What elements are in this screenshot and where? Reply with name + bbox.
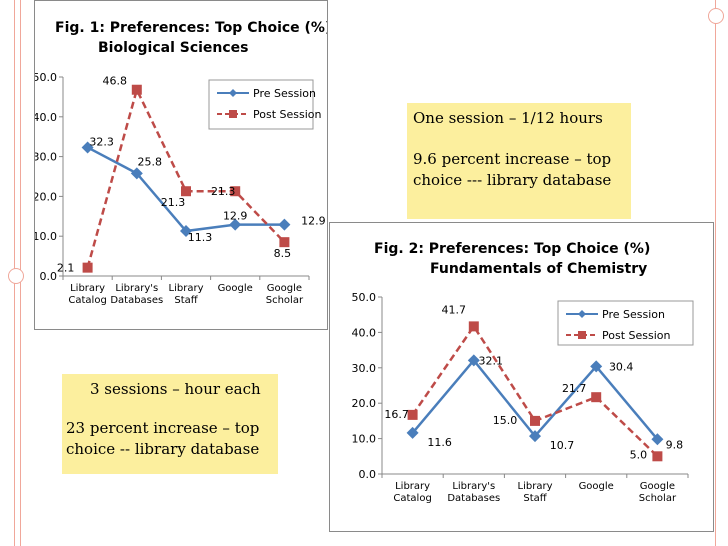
frame-line-right <box>715 0 716 546</box>
c2-marker-post <box>530 415 540 426</box>
c2-x-label: Library <box>395 481 430 492</box>
c2-data-label: 5.0 <box>630 448 648 461</box>
c1-data-label: 8.5 <box>274 247 292 260</box>
chart-fundamentals-chemistry: Fig. 2: Preferences: Top Choice (%) Fund… <box>329 222 714 532</box>
c1-data-label: 21.3 <box>211 185 236 198</box>
c1-data-label: 32.3 <box>89 135 114 148</box>
c1-x-label: Catalog <box>68 295 106 306</box>
c2-marker-pre <box>590 360 603 373</box>
c1-y-tick-label: 50.0 <box>35 71 57 84</box>
note-one-session: One session – 1/12 hours 9.6 percent inc… <box>407 103 631 219</box>
c2-legend-marker <box>578 310 586 318</box>
c1-marker-post <box>131 84 142 95</box>
c1-legend-box <box>208 79 314 130</box>
chart-1-svg: Fig. 1: Preferences: Top Choice (%) Biol… <box>35 20 327 306</box>
c1-y-tick-label: 30.0 <box>35 151 57 164</box>
c1-x-label: Scholar <box>266 295 304 306</box>
c2-data-label: 21.7 <box>562 382 587 395</box>
c2-marker-post <box>468 321 479 332</box>
c1-data-label: 12.9 <box>223 210 248 223</box>
c2-x-label: Library <box>518 481 553 492</box>
c2-data-label: 16.7 <box>384 408 409 421</box>
frame-circle-left <box>8 268 24 284</box>
c2-x-label: Databases <box>447 493 500 504</box>
c2-y-tick-label: 50.0 <box>352 291 377 304</box>
c1-marker-pre <box>130 167 143 180</box>
c2-y-tick-label: 20.0 <box>352 397 377 410</box>
note-2-line1: 3 sessions – hour each <box>90 380 261 398</box>
chart-1-subtitle: Biological Sciences <box>98 40 249 56</box>
c1-marker-pre <box>278 218 291 231</box>
note-three-sessions: 3 sessions – hour each 23 percent increa… <box>62 374 278 474</box>
frame-circle-right <box>708 8 724 24</box>
chart-2-subtitle: Fundamentals of Chemistry <box>430 261 647 277</box>
chart-1-title: Fig. 1: Preferences: Top Choice (%) <box>55 20 327 36</box>
c2-marker-pre <box>529 430 541 443</box>
c1-x-label: Databases <box>110 295 163 306</box>
c1-marker-post <box>279 237 290 248</box>
c2-y-tick-label: 10.0 <box>352 433 377 446</box>
c2-data-label: 41.7 <box>442 303 467 316</box>
c2-x-label: Staff <box>523 493 547 504</box>
c2-marker-pre <box>467 354 480 367</box>
c1-y-tick-label: 0.0 <box>40 270 58 283</box>
c2-data-label: 32.1 <box>479 354 504 367</box>
c1-legend-marker <box>229 89 237 97</box>
c2-data-label: 11.6 <box>427 436 452 449</box>
c1-x-label: Library <box>70 283 105 294</box>
c1-marker-post <box>230 186 241 197</box>
c2-marker-pre <box>651 433 664 446</box>
c2-legend-label: Pre Session <box>602 308 665 321</box>
c2-marker-post <box>407 409 418 420</box>
c2-data-label: 9.8 <box>666 438 684 451</box>
c1-x-label: Google <box>218 283 253 294</box>
c1-marker-pre <box>180 225 192 238</box>
c2-x-label: Catalog <box>393 493 431 504</box>
c1-marker-pre <box>81 141 94 154</box>
c2-y-tick-label: 0.0 <box>359 468 377 481</box>
c2-x-label: Library's <box>452 481 495 492</box>
c2-y-tick-label: 30.0 <box>352 362 377 375</box>
chart-biological-sciences: Fig. 1: Preferences: Top Choice (%) Biol… <box>34 0 328 330</box>
c1-y-tick-label: 10.0 <box>35 230 57 243</box>
c1-marker-post <box>181 186 191 197</box>
c1-marker-post <box>82 262 93 273</box>
c2-marker-post <box>591 392 602 403</box>
c2-legend-label: Post Session <box>602 329 671 342</box>
c1-data-label: 25.8 <box>138 155 163 168</box>
c1-y-tick-label: 20.0 <box>35 190 57 203</box>
c1-data-label: 12.9 <box>301 215 326 228</box>
c2-data-label: 10.7 <box>550 439 575 452</box>
chart-2-svg: Fig. 2: Preferences: Top Choice (%) Fund… <box>352 241 694 504</box>
c2-legend-marker <box>578 331 586 339</box>
note-2-line2: 23 percent increase – top choice -- libr… <box>66 419 260 458</box>
chart-2-title: Fig. 2: Preferences: Top Choice (%) <box>374 241 650 257</box>
c1-x-label: Library <box>169 283 204 294</box>
c2-data-label: 30.4 <box>609 360 634 373</box>
c1-x-label: Google <box>267 283 302 294</box>
c1-x-label: Staff <box>174 295 198 306</box>
c1-legend-marker <box>229 110 237 118</box>
c1-data-label: 11.3 <box>188 231 213 244</box>
note-1-line1: One session – 1/12 hours <box>413 109 603 127</box>
c1-marker-pre <box>229 218 242 231</box>
c1-legend-label: Pre Session <box>253 87 316 100</box>
c1-legend-label: Post Session <box>253 108 322 121</box>
c1-data-label: 2.1 <box>57 262 75 275</box>
c2-data-label: 15.0 <box>493 414 518 427</box>
c1-y-tick-label: 40.0 <box>35 111 57 124</box>
c2-marker-post <box>652 451 663 462</box>
c2-marker-pre <box>406 426 419 439</box>
c2-x-label: Scholar <box>639 493 677 504</box>
c1-data-label: 21.3 <box>161 196 186 209</box>
c2-x-label: Google <box>579 481 614 492</box>
c1-x-label: Library's <box>115 283 158 294</box>
c1-data-label: 46.8 <box>103 75 128 88</box>
note-1-line2: 9.6 percent increase – top choice --- li… <box>413 150 612 189</box>
c2-y-tick-label: 40.0 <box>352 326 377 339</box>
c2-x-label: Google <box>640 481 675 492</box>
